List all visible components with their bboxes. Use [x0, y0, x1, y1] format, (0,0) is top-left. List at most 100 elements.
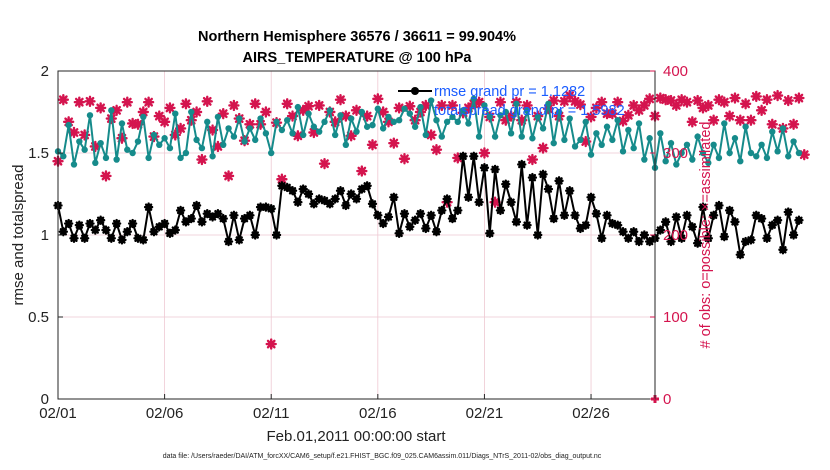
- rmse-star-shape: [79, 233, 90, 243]
- obs-star-shape: [196, 153, 208, 166]
- obs-assimilated-marker: [302, 100, 315, 112]
- rmse-star-shape: [485, 228, 495, 239]
- obs-assimilated-marker: [585, 111, 597, 123]
- rmse-point: [660, 217, 671, 227]
- obs-star-shape: [212, 140, 224, 153]
- rmse-point: [426, 210, 436, 221]
- rmse-point: [271, 230, 282, 240]
- rmse-star-shape: [111, 218, 122, 229]
- totalspread-point: [742, 123, 749, 130]
- totalspread-point: [246, 125, 254, 132]
- totalspread-point: [614, 117, 621, 124]
- rmse-point: [751, 210, 761, 221]
- rmse-point: [692, 238, 703, 248]
- obs-assimilated-marker: [665, 94, 677, 107]
- rmse-point: [287, 186, 298, 196]
- rmse-star-shape: [287, 186, 298, 196]
- totalspread-point: [598, 141, 605, 148]
- totalspread-point: [390, 118, 398, 126]
- totalspread-point: [363, 123, 371, 130]
- totalspread-point: [321, 118, 328, 126]
- totalspread-point: [150, 131, 158, 139]
- totalspread-point: [582, 118, 589, 126]
- rmse-point: [63, 218, 74, 229]
- totalspread-point: [753, 153, 760, 160]
- totalspread-point: [172, 110, 179, 117]
- rmse-point: [181, 217, 191, 227]
- obs-assimilated-marker: [462, 102, 475, 114]
- obs-star-shape: [308, 126, 320, 139]
- obs-assimilated-marker: [350, 104, 363, 117]
- series-totalspread: [54, 95, 803, 171]
- rmse-star-shape: [143, 202, 154, 212]
- rmse-point: [479, 163, 490, 173]
- obs-assimilated-marker: [750, 90, 762, 103]
- obs-star-shape: [356, 165, 368, 177]
- rmse-star-shape: [170, 225, 180, 235]
- obs-star-shape: [697, 102, 709, 114]
- rmse-point: [255, 202, 266, 212]
- rmse-star-shape: [239, 213, 250, 224]
- rmse-point: [602, 210, 612, 221]
- obs-assimilated-marker: [558, 95, 571, 108]
- obs-assimilated-marker: [702, 99, 714, 112]
- obs-assimilated-marker: [734, 114, 746, 126]
- totalspread-point: [166, 144, 174, 152]
- obs-assimilated-marker: [473, 96, 485, 108]
- rmse-star-shape: [549, 213, 559, 224]
- totalspread-point: [236, 115, 243, 122]
- obs-star-shape: [686, 116, 699, 128]
- obs-star-shape: [201, 95, 213, 108]
- obs-star-shape: [691, 94, 704, 107]
- rmse-star-shape: [607, 218, 618, 229]
- obs-assimilated-marker: [420, 99, 432, 112]
- obs-star-shape: [206, 124, 219, 136]
- rmse-star-shape: [159, 218, 170, 229]
- rmse-star-shape: [229, 210, 239, 221]
- totalspread-point: [715, 154, 723, 162]
- rmse-point: [767, 220, 777, 230]
- rmse-star-shape: [474, 197, 484, 207]
- obs-star-shape: [782, 94, 794, 107]
- obs-star-shape: [505, 110, 517, 122]
- obs-star-shape: [132, 118, 144, 131]
- rmse-star-shape: [223, 236, 234, 247]
- rmse-star-shape: [687, 222, 698, 232]
- totalspread-point: [252, 136, 259, 144]
- obs-star-shape: [707, 114, 720, 126]
- rmse-star-shape: [570, 210, 580, 221]
- obs-star-shape: [73, 96, 86, 108]
- obs-assimilated-marker: [787, 118, 800, 131]
- obs-assimilated-marker: [116, 132, 128, 144]
- totalspread-point: [209, 153, 216, 160]
- obs-star-shape: [254, 118, 267, 131]
- obs-star-shape: [153, 110, 165, 122]
- rmse-star-shape: [250, 230, 260, 240]
- totalspread-point: [694, 133, 701, 140]
- rmse-point: [362, 181, 372, 191]
- rmse-point: [154, 222, 164, 232]
- totalspread-point: [438, 133, 445, 140]
- rmse-point: [724, 205, 735, 216]
- rmse-star-shape: [746, 235, 756, 245]
- totalspread-point: [705, 159, 712, 167]
- obs-star-shape: [420, 99, 432, 112]
- obs-assimilated-marker: [249, 98, 261, 110]
- rmse-point: [357, 184, 367, 194]
- totalspread-point: [497, 112, 504, 119]
- obs-star-shape: [766, 118, 778, 131]
- obs-assimilated-marker: [782, 94, 794, 107]
- rmse-point: [383, 212, 394, 222]
- obs-assimilated-marker: [404, 100, 416, 112]
- rmse-star-shape: [501, 179, 511, 189]
- rmse-star-shape: [122, 227, 132, 237]
- y-right-tick-label-2: 200: [663, 227, 688, 244]
- totalspread-point: [113, 156, 120, 163]
- rmse-point: [223, 236, 234, 247]
- rmse-star-shape: [234, 235, 244, 245]
- rmse-point: [234, 235, 244, 245]
- rmse-point: [330, 194, 340, 204]
- obs-assimilated-marker: [633, 104, 645, 117]
- totalspread-point: [331, 131, 339, 139]
- obs-star-shape: [62, 116, 75, 128]
